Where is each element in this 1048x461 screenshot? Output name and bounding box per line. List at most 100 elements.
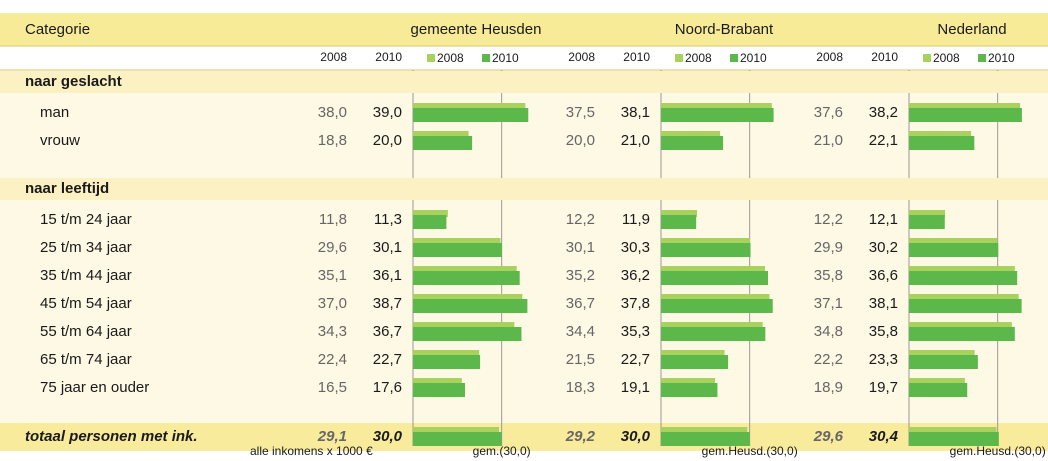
value: 38,0 bbox=[318, 104, 347, 121]
bar bbox=[909, 131, 972, 138]
bar bbox=[661, 210, 698, 217]
bar bbox=[909, 108, 1022, 122]
total-bg bbox=[0, 423, 1048, 451]
value: 37,8 bbox=[621, 295, 650, 312]
bar bbox=[413, 378, 462, 385]
value: 22,4 bbox=[318, 351, 347, 368]
bar bbox=[413, 322, 515, 329]
section-title: naar geslacht bbox=[25, 73, 122, 90]
value: 21,5 bbox=[566, 351, 595, 368]
bar bbox=[413, 383, 466, 397]
value: 22,2 bbox=[814, 351, 843, 368]
value: 30,0 bbox=[621, 428, 651, 445]
bar bbox=[661, 243, 751, 257]
row-label: vrouw bbox=[40, 132, 80, 149]
value: 38,1 bbox=[869, 295, 898, 312]
legend-swatch bbox=[482, 54, 490, 62]
bar bbox=[909, 350, 975, 357]
bar bbox=[413, 103, 526, 110]
bar bbox=[661, 266, 766, 273]
value: 34,8 bbox=[814, 323, 843, 340]
row-label: 75 jaar en ouder bbox=[40, 379, 149, 396]
row-label: 35 t/m 44 jaar bbox=[40, 267, 132, 284]
value: 38,7 bbox=[373, 295, 402, 312]
row-label: man bbox=[40, 104, 69, 121]
value: 37,6 bbox=[814, 104, 843, 121]
bar bbox=[909, 238, 998, 245]
value: 35,8 bbox=[814, 267, 843, 284]
row-label: 65 t/m 74 jaar bbox=[40, 351, 132, 368]
bar bbox=[661, 299, 773, 313]
year-header: 2010 bbox=[623, 50, 650, 64]
value: 37,0 bbox=[318, 295, 347, 312]
bar bbox=[413, 108, 529, 122]
body-bg bbox=[0, 70, 1048, 446]
region-name: Nederland bbox=[937, 21, 1006, 38]
value: 30,1 bbox=[373, 239, 402, 256]
value: 29,1 bbox=[317, 428, 347, 445]
value: 30,2 bbox=[869, 239, 898, 256]
value: 30,4 bbox=[869, 428, 899, 445]
legend-label: 2010 bbox=[492, 51, 519, 65]
bar bbox=[909, 322, 1012, 329]
section-bg bbox=[0, 71, 1048, 93]
bar bbox=[661, 432, 750, 446]
value: 20,0 bbox=[373, 132, 402, 149]
value: 36,1 bbox=[373, 267, 402, 284]
value: 21,0 bbox=[621, 132, 650, 149]
row-label: 25 t/m 34 jaar bbox=[40, 239, 132, 256]
value: 21,0 bbox=[814, 132, 843, 149]
bar bbox=[661, 355, 729, 369]
header-bg bbox=[0, 13, 1048, 46]
value: 16,5 bbox=[318, 379, 347, 396]
bar bbox=[909, 103, 1021, 110]
value: 29,9 bbox=[814, 239, 843, 256]
footnote: alle inkomens x 1000 € bbox=[250, 444, 373, 458]
value: 19,7 bbox=[869, 379, 898, 396]
value: 35,3 bbox=[621, 323, 650, 340]
bar bbox=[661, 271, 768, 285]
bar bbox=[909, 432, 999, 446]
bar bbox=[661, 383, 718, 397]
bar bbox=[909, 299, 1022, 313]
value: 12,2 bbox=[814, 211, 843, 228]
bar bbox=[661, 327, 766, 341]
value: 39,0 bbox=[373, 104, 402, 121]
value: 36,7 bbox=[566, 295, 595, 312]
bar bbox=[909, 136, 975, 150]
bar bbox=[909, 355, 978, 369]
bar bbox=[909, 327, 1015, 341]
bar bbox=[413, 355, 481, 369]
bar bbox=[413, 238, 501, 245]
value: 30,0 bbox=[373, 428, 403, 445]
row-label: 15 t/m 24 jaar bbox=[40, 211, 132, 228]
bar bbox=[661, 103, 772, 110]
reference-label: gem.(30,0) bbox=[473, 444, 531, 458]
year-header: 2008 bbox=[816, 50, 843, 64]
bar bbox=[909, 271, 1018, 285]
bar bbox=[661, 136, 724, 150]
bar bbox=[413, 136, 473, 150]
bar bbox=[413, 299, 528, 313]
value: 35,1 bbox=[318, 267, 347, 284]
bar bbox=[661, 215, 697, 229]
value: 22,1 bbox=[869, 132, 898, 149]
bar bbox=[661, 108, 774, 122]
value: 12,1 bbox=[869, 211, 898, 228]
row-label: 55 t/m 64 jaar bbox=[40, 323, 132, 340]
bar bbox=[413, 243, 502, 257]
value: 36,7 bbox=[373, 323, 402, 340]
bar bbox=[413, 210, 448, 217]
value: 35,8 bbox=[869, 323, 898, 340]
bar bbox=[413, 294, 523, 301]
value: 23,3 bbox=[869, 351, 898, 368]
value: 29,2 bbox=[565, 428, 596, 445]
value: 34,4 bbox=[566, 323, 595, 340]
value: 19,1 bbox=[621, 379, 650, 396]
value: 35,2 bbox=[566, 267, 595, 284]
region-name: Noord-Brabant bbox=[675, 21, 774, 38]
bar bbox=[909, 243, 999, 257]
bar bbox=[413, 266, 517, 273]
bar bbox=[413, 432, 502, 446]
bar bbox=[909, 266, 1015, 273]
